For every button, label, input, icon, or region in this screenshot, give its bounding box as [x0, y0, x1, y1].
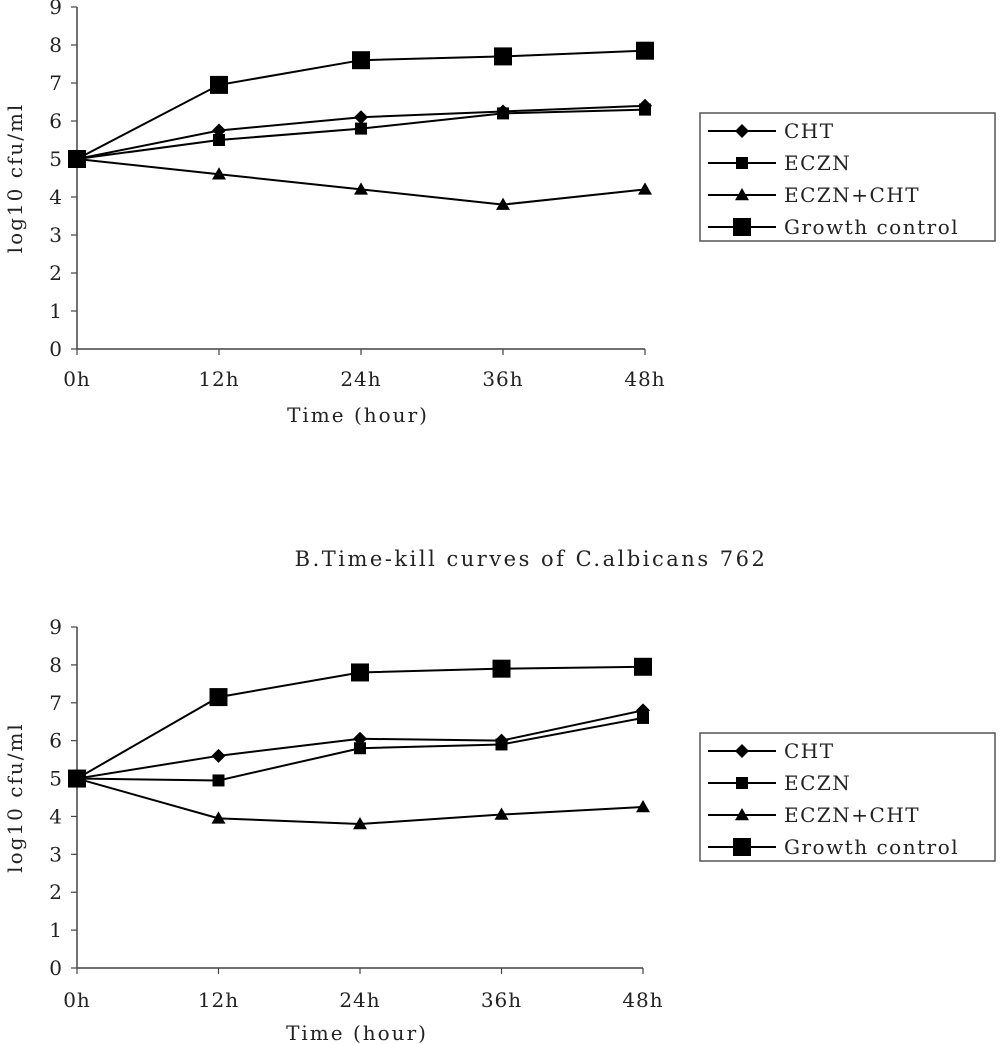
legend-marker	[736, 157, 748, 169]
y-tick-label: 7	[49, 691, 63, 715]
data-point-4-1	[68, 150, 86, 168]
series-line-4	[76, 665, 644, 780]
data-point-4-3	[351, 663, 369, 682]
x-tick-label: 12h	[198, 367, 239, 391]
y-tick-label: 6	[49, 109, 63, 133]
legend-label: Growth control	[784, 835, 959, 859]
data-point-2-5	[637, 711, 649, 724]
legend-marker	[736, 777, 748, 789]
x-axis-title: Time (hour)	[287, 403, 429, 427]
data-point-3-3	[354, 182, 368, 195]
legend-label: ECZN+CHT	[784, 803, 920, 827]
y-tick-label: 4	[49, 804, 63, 828]
series-line-3	[76, 158, 646, 206]
y-axis-title: log10 cfu/ml	[3, 722, 27, 873]
x-tick-label: 36h	[481, 988, 522, 1012]
y-tick-label: 1	[49, 299, 63, 323]
legend-marker	[735, 808, 749, 821]
y-tick-label: 9	[49, 0, 63, 19]
x-tick-label: 24h	[339, 988, 380, 1012]
data-point-3-2	[211, 811, 226, 824]
x-tick-label: 24h	[340, 367, 381, 391]
data-point-4-2	[209, 688, 228, 707]
chart-title: B.Time-kill curves of C.albicans 762	[295, 547, 768, 571]
data-point-2-5	[639, 103, 651, 116]
y-tick-label: 7	[49, 71, 63, 95]
y-tick-label: 0	[49, 337, 63, 361]
chart-1: 0 1 2 3 4 5 6 7 8 9 0h 12h 24h 36h 48h Time (hour) log10…	[3, 0, 996, 427]
y-tick-label: 2	[49, 261, 63, 285]
data-point-3-5	[636, 799, 650, 813]
legend-label: ECZN+CHT	[784, 183, 920, 207]
data-point-4-5	[636, 41, 654, 60]
data-point-1-2	[211, 748, 226, 763]
y-axis-title: log10 cfu/ml	[3, 103, 27, 254]
data-point-4-1	[68, 769, 86, 788]
data-point-4-4	[492, 659, 511, 678]
data-point-1-3	[354, 110, 368, 125]
data-point-2-4	[497, 107, 509, 120]
data-point-4-2	[210, 75, 228, 94]
chart-2: B.Time-kill curves of C.albicans 762 0 1 2 3…	[3, 547, 996, 1044]
data-point-2-2	[212, 774, 225, 787]
x-tick-label: 0h	[63, 367, 91, 391]
data-point-2-3	[355, 122, 367, 135]
legend-label: CHT	[784, 739, 835, 763]
legend-label: ECZN	[784, 151, 851, 175]
data-point-4-5	[634, 657, 652, 676]
data-point-4-3	[352, 51, 370, 70]
y-tick-label: 6	[49, 729, 63, 753]
data-point-3-3	[353, 817, 367, 830]
legend-label: ECZN	[784, 771, 851, 795]
data-point-4-4	[494, 47, 512, 66]
legend-marker	[735, 744, 749, 758]
y-tick-label: 0	[49, 956, 63, 980]
y-tick-label: 8	[49, 33, 63, 57]
x-tick-label: 48h	[624, 367, 665, 391]
legend-marker	[735, 124, 749, 138]
legend-marker	[735, 188, 749, 201]
data-point-3-4	[494, 807, 509, 820]
x-tick-label: 48h	[622, 988, 663, 1012]
y-tick-label: 3	[49, 842, 63, 866]
x-axis-title: Time (hour)	[286, 1021, 428, 1044]
x-tick-label: 0h	[63, 988, 91, 1012]
legend-label: CHT	[784, 119, 835, 143]
legend-label: Growth control	[784, 215, 959, 239]
y-tick-label: 2	[49, 880, 63, 904]
y-tick-label: 9	[49, 615, 63, 639]
data-point-2-3	[354, 742, 366, 755]
y-tick-label: 3	[49, 223, 63, 247]
data-point-2-2	[213, 134, 225, 146]
x-tick-label: 36h	[482, 367, 523, 391]
data-point-3-5	[638, 182, 652, 195]
legend-marker	[733, 838, 751, 856]
x-tick-label: 12h	[198, 988, 239, 1012]
legend-marker	[733, 218, 751, 236]
data-point-3-2	[212, 167, 226, 180]
y-tick-label: 4	[49, 185, 63, 209]
data-point-3-4	[496, 197, 510, 210]
y-tick-label: 1	[49, 918, 63, 942]
y-tick-label: 5	[49, 767, 63, 791]
y-tick-label: 5	[49, 147, 63, 171]
data-point-2-4	[495, 738, 508, 751]
y-tick-label: 8	[49, 653, 63, 677]
